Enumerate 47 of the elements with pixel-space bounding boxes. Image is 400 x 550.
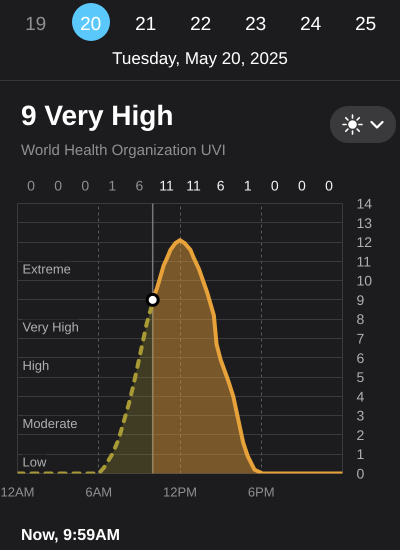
annotation: Extreme	[22, 262, 71, 277]
text: 21	[134, 13, 158, 37]
text: 0	[27, 178, 36, 194]
annotation: Low	[22, 454, 47, 470]
y-tick-label: 4	[356, 388, 364, 404]
chart-title: 9 Very High	[21, 99, 174, 133]
y-tick-label: 12	[356, 234, 372, 250]
y-tick-label: 7	[356, 330, 364, 346]
text: 20	[79, 13, 102, 37]
text: 24	[299, 13, 322, 37]
x-tick-label: 6PM	[248, 484, 275, 500]
y-tick-label: 0	[356, 466, 364, 482]
y-tick-label: 6	[356, 350, 364, 366]
y-tick-label: 11	[356, 253, 372, 270]
x-tick-label: 12PM	[163, 484, 197, 500]
text: 0	[81, 178, 90, 194]
text: 1	[108, 178, 116, 194]
y-tick-label: 13	[356, 214, 372, 231]
annotation: Moderate	[22, 416, 78, 431]
text: Tuesday, May 20, 2025	[111, 48, 289, 70]
annotation: Very High	[22, 320, 79, 334]
text: Now, 9:59AM	[21, 526, 120, 546]
text: 25	[354, 13, 378, 37]
text: 6	[216, 178, 225, 194]
annotation: High	[22, 358, 50, 374]
text: 0	[54, 178, 62, 194]
text: 0	[325, 178, 334, 194]
y-tick-label: 2	[356, 426, 364, 443]
text: 11	[159, 178, 174, 194]
text: 22	[189, 13, 212, 37]
y-tick-label: 8	[356, 311, 364, 328]
y-tick-label: 14	[356, 196, 372, 212]
y-tick-label: 1	[356, 446, 364, 462]
y-tick-label: 10	[356, 272, 372, 289]
text: 11	[186, 178, 202, 194]
text: 23	[244, 13, 268, 37]
text: 19	[24, 13, 48, 37]
y-tick-label: 9	[356, 292, 364, 308]
text: 1	[244, 178, 252, 194]
text: 0	[298, 178, 306, 194]
x-tick-label: 6AM	[85, 484, 112, 500]
x-tick-label: 12AM	[0, 484, 34, 500]
chart-subtitle: World Health Organization UVI	[21, 141, 226, 161]
y-tick-label: 3	[356, 408, 364, 424]
text: 6	[135, 178, 144, 194]
text: 0	[270, 178, 279, 194]
y-tick-label: 5	[356, 369, 364, 386]
